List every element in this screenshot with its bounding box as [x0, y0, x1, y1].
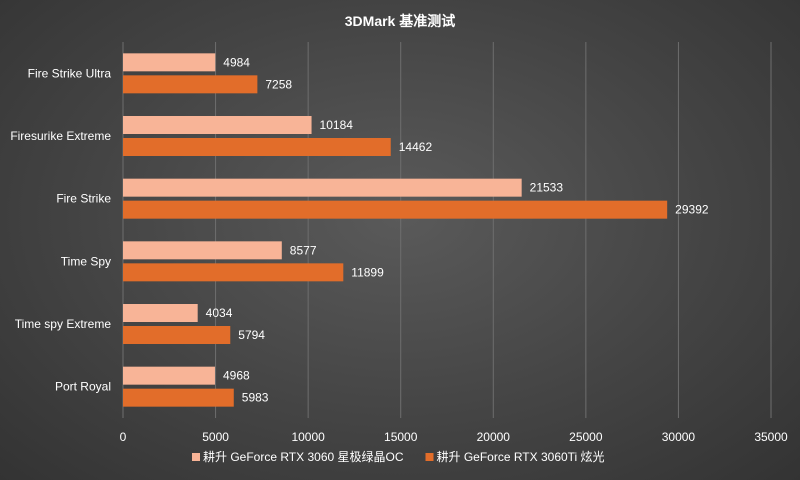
data-label: 10184	[320, 118, 354, 132]
data-label: 14462	[399, 140, 433, 154]
bar-series-2	[123, 388, 234, 407]
x-tick-label: 15000	[384, 430, 418, 444]
bar-series-2	[123, 263, 344, 282]
chart-title: 3DMark 基准测试	[345, 13, 455, 29]
bar-series-2	[123, 200, 668, 219]
bars	[123, 53, 668, 407]
data-label: 4984	[223, 55, 250, 69]
data-label: 21533	[530, 181, 564, 195]
category-labels: Fire Strike Ultra Firesurike Extreme Fire …	[10, 66, 111, 393]
category-label: Fire Strike	[56, 192, 111, 206]
data-label: 29392	[675, 203, 709, 217]
category-label: Port Royal	[55, 380, 111, 394]
legend-swatch-1	[192, 453, 200, 461]
x-tick-label: 20000	[477, 430, 511, 444]
x-tick-label: 10000	[291, 430, 325, 444]
x-tick-label: 35000	[754, 430, 788, 444]
x-tick-label: 30000	[662, 430, 696, 444]
category-label: Time spy Extreme	[15, 317, 112, 331]
bar-series-1	[123, 241, 282, 260]
data-label: 7258	[265, 77, 292, 91]
bar-series-2	[123, 326, 231, 344]
data-label: 11899	[351, 265, 384, 279]
data-label: 5794	[238, 328, 265, 342]
legend-label-2: 耕升 GeForce RTX 3060Ti 炫光	[437, 449, 605, 464]
data-labels: 4984 7258 10184 14462 21533 29392 8577 11899 403…	[206, 55, 709, 404]
category-label: Firesurike Extreme	[10, 129, 111, 143]
category-label: Fire Strike Ultra	[28, 66, 112, 80]
bar-series-1	[123, 116, 312, 134]
bar-series-2	[123, 138, 391, 156]
bar-series-2	[123, 75, 258, 94]
x-tick-label: 25000	[569, 430, 603, 444]
bar-series-1	[123, 304, 198, 322]
category-label: Time Spy	[61, 254, 111, 268]
x-tick-label: 5000	[202, 430, 229, 444]
legend-label-1: 耕升 GeForce RTX 3060 星极绿晶OC	[203, 449, 404, 464]
x-tick-label: 0	[120, 430, 127, 444]
bar-series-1	[123, 366, 215, 385]
bar-series-1	[123, 53, 216, 72]
legend: 耕升 GeForce RTX 3060 星极绿晶OC 耕升 GeForce RTX…	[192, 449, 605, 464]
bar-series-1	[123, 178, 522, 197]
data-label: 8577	[290, 243, 317, 257]
gridlines	[122, 42, 772, 418]
data-label: 5983	[242, 391, 269, 405]
x-axis-ticks: 0 5000 10000 15000 20000 25000 30000 35000	[120, 430, 788, 444]
data-label: 4968	[223, 369, 250, 383]
legend-swatch-2	[425, 453, 434, 461]
data-label: 4034	[206, 306, 233, 320]
